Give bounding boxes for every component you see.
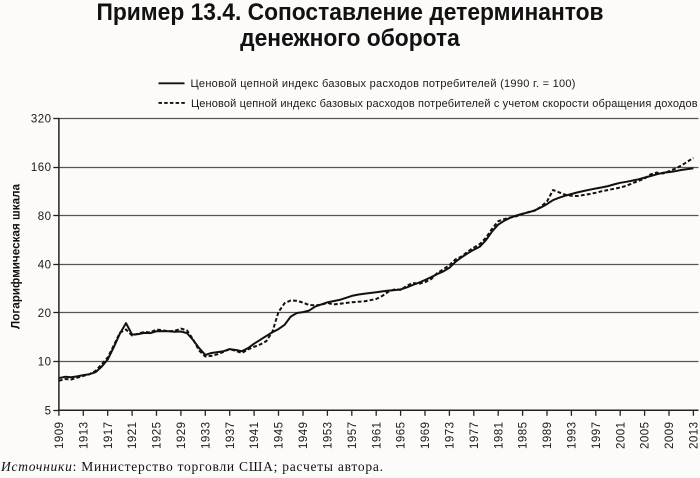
svg-text:1977: 1977 <box>469 421 481 449</box>
svg-text:1961: 1961 <box>371 421 383 449</box>
svg-text:40: 40 <box>38 260 52 272</box>
svg-text:1989: 1989 <box>542 421 554 449</box>
svg-text:2001: 2001 <box>615 421 627 449</box>
svg-text:1941: 1941 <box>249 421 261 449</box>
svg-text:1949: 1949 <box>298 421 310 449</box>
svg-text:1957: 1957 <box>347 421 359 449</box>
svg-text:80: 80 <box>38 211 52 223</box>
svg-text:1909: 1909 <box>54 421 66 449</box>
svg-text:1993: 1993 <box>567 421 579 449</box>
svg-text:1937: 1937 <box>225 421 237 449</box>
svg-text:1933: 1933 <box>200 421 212 449</box>
svg-text:5: 5 <box>45 405 52 417</box>
svg-text:1997: 1997 <box>591 421 603 449</box>
svg-text:1913: 1913 <box>78 421 90 449</box>
svg-text:2005: 2005 <box>640 421 652 449</box>
svg-text:2013: 2013 <box>689 421 700 449</box>
svg-text:1965: 1965 <box>396 421 408 449</box>
svg-text:1985: 1985 <box>518 421 530 449</box>
svg-text:Логарифмическая шкала: Логарифмическая шкала <box>10 184 23 329</box>
svg-text:Ценовой цепной индекс базовых: Ценовой цепной индекс базовых расходов п… <box>191 98 698 110</box>
svg-text:2009: 2009 <box>664 421 676 449</box>
svg-text:1925: 1925 <box>152 421 164 449</box>
svg-text:Ценовой цепной индекс базовых: Ценовой цепной индекс базовых расходов п… <box>191 78 576 90</box>
svg-text:1917: 1917 <box>103 421 115 449</box>
svg-text:20: 20 <box>38 308 52 320</box>
svg-text:1929: 1929 <box>176 421 188 449</box>
svg-text:1953: 1953 <box>323 421 335 449</box>
svg-text:320: 320 <box>31 114 52 126</box>
svg-text:1981: 1981 <box>493 421 505 449</box>
svg-text:1969: 1969 <box>420 421 432 449</box>
svg-text:10: 10 <box>38 357 52 369</box>
svg-text:1921: 1921 <box>127 421 139 449</box>
svg-text:1945: 1945 <box>274 421 286 449</box>
svg-text:1973: 1973 <box>445 421 457 449</box>
svg-text:160: 160 <box>31 162 52 174</box>
